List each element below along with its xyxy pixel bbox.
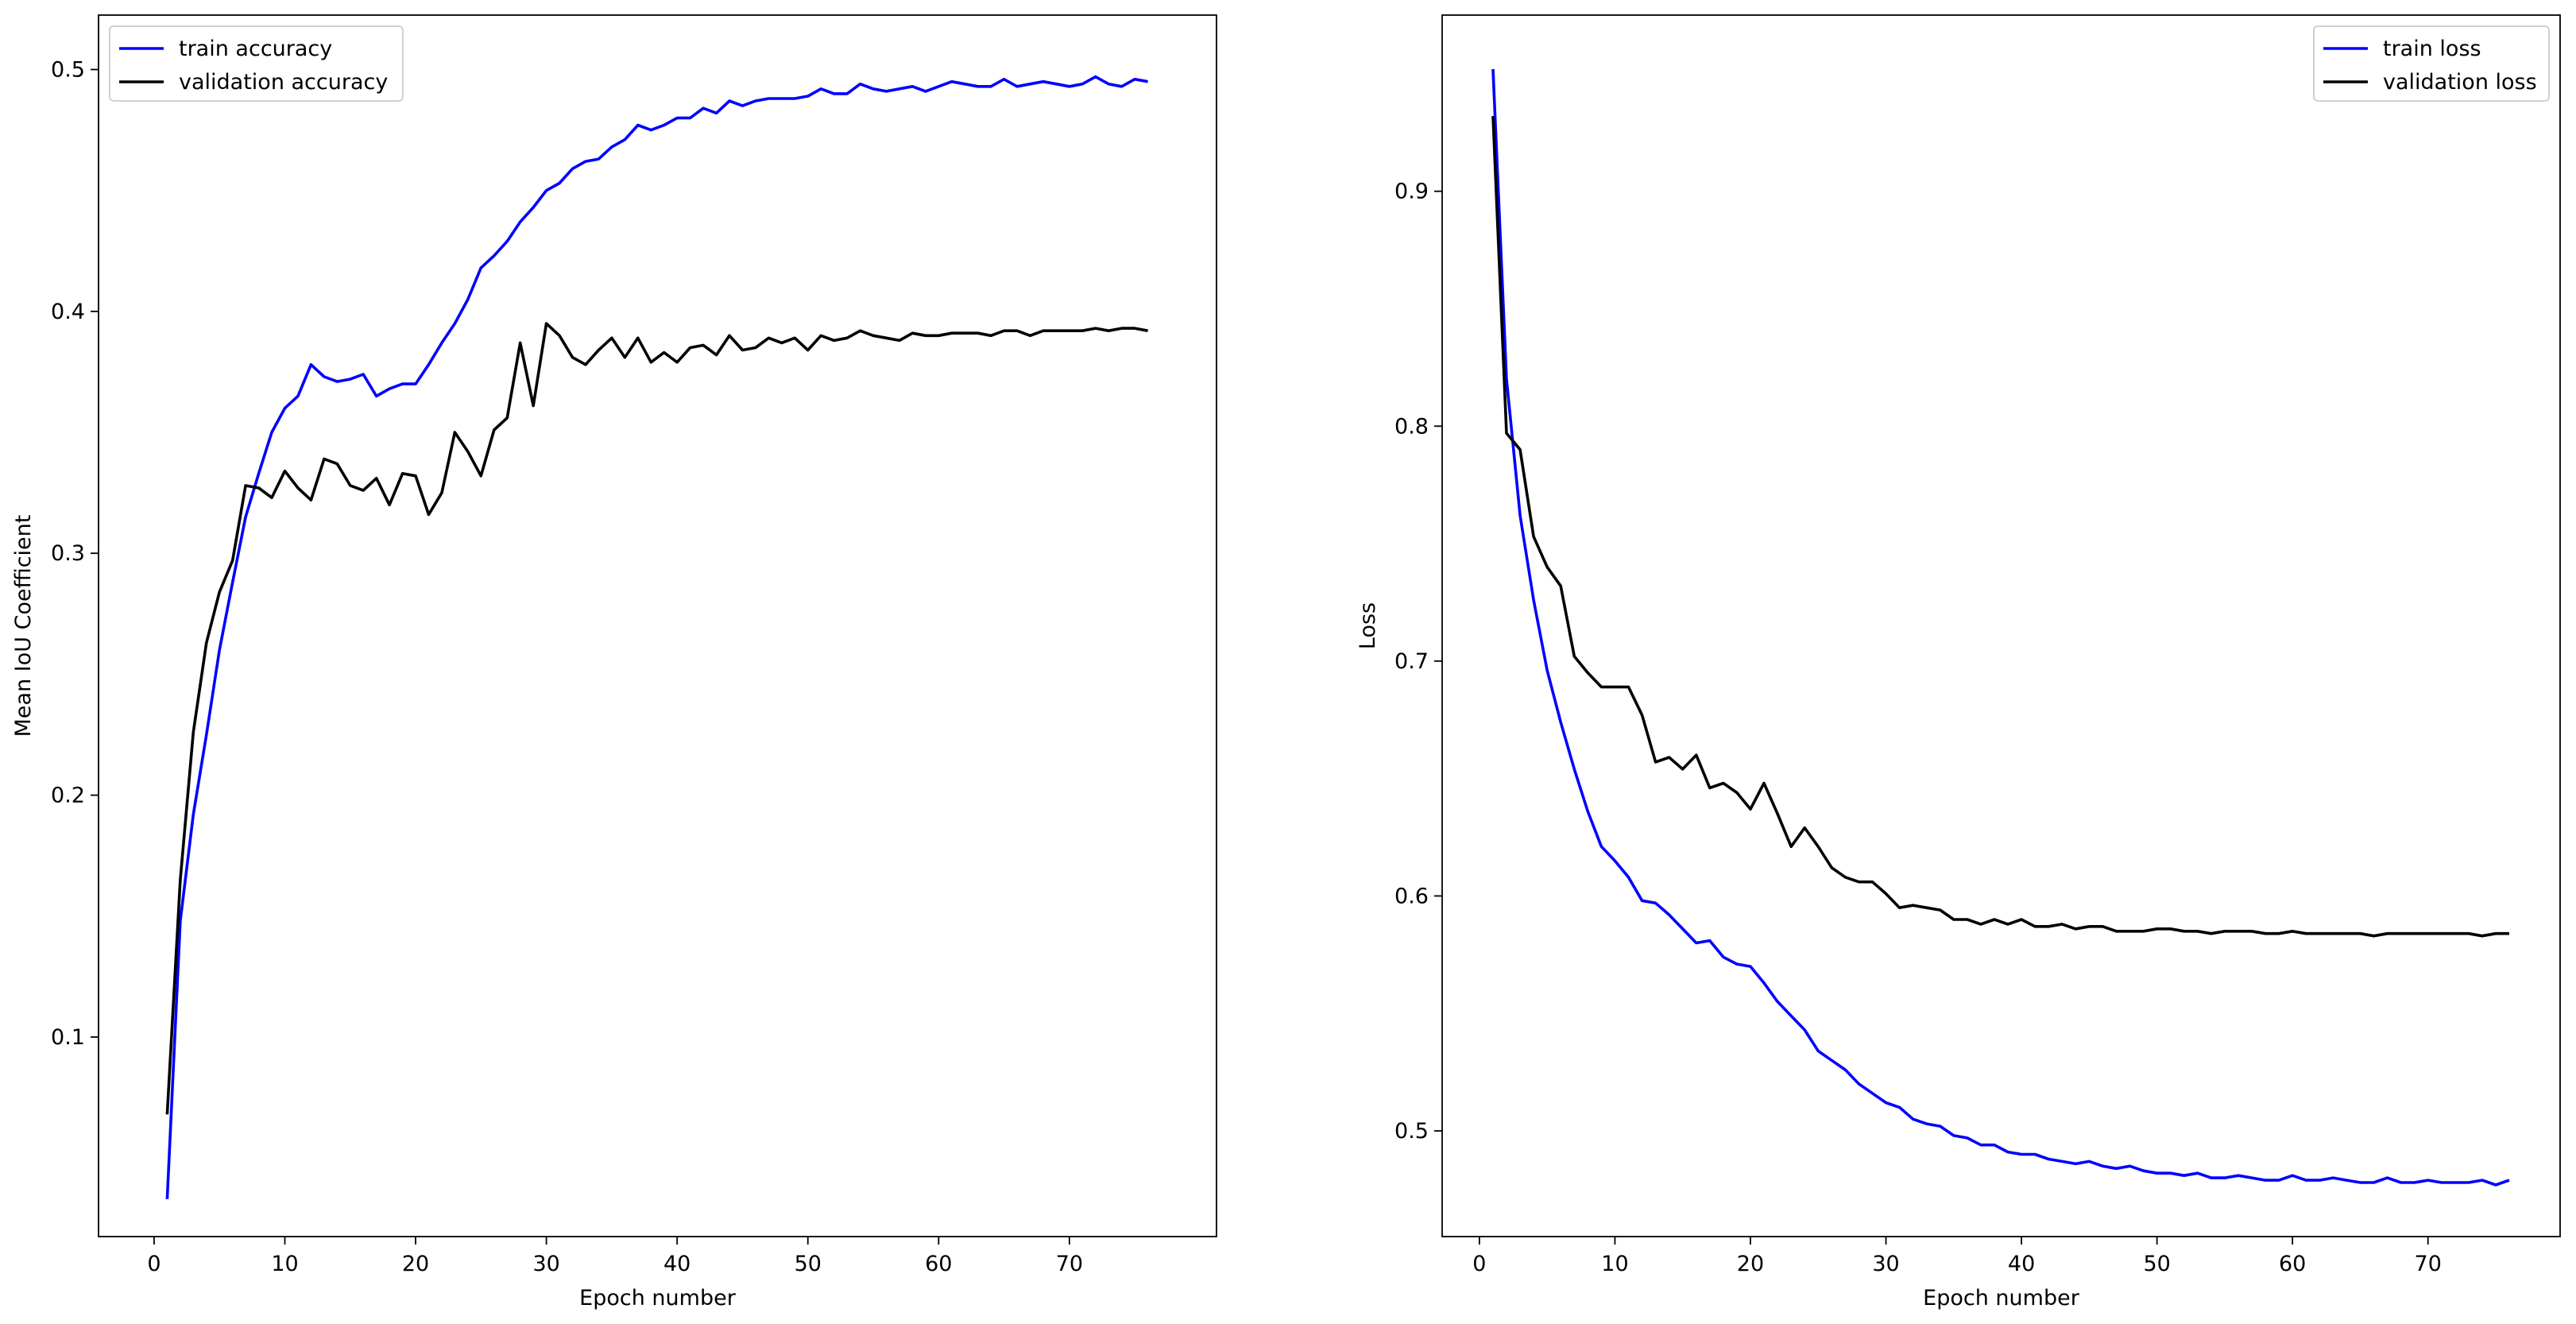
series-line-train-accuracy [165,75,1148,1199]
series-line-validation-loss [1491,116,2509,938]
legend-label: validation loss [2383,70,2537,95]
legend: train loss validation loss [2313,25,2550,102]
y-tick-label: 0.5 [1394,1119,1429,1144]
x-tick-label: 70 [1056,1252,1083,1276]
x-tick-label: 60 [2279,1252,2306,1276]
x-tick-label: 0 [147,1252,161,1276]
x-axis-label: Epoch number [579,1286,737,1310]
plot-frame [1441,14,2561,1237]
y-axis-label: Mean IoU Coefficient [11,515,36,737]
y-tick-label: 0.8 [1394,414,1429,439]
y-axis-label: Loss [1356,602,1380,649]
y-tick-label: 0.2 [51,784,85,808]
y-tick-label: 0.1 [51,1025,85,1050]
legend-box [2313,25,2550,102]
series-line-validation-accuracy [165,322,1148,1115]
series-line-train-loss [1491,68,2510,1187]
x-tick-label: 60 [925,1252,952,1276]
x-tick-label: 50 [2143,1252,2170,1276]
accuracy-chart: 0 10 20 30 40 50 60 70 0.1 0.2 0.3 0.4 0.5 Epoch numb… [11,14,1217,1310]
x-axis-label: Epoch number [1923,1286,2080,1310]
x-tick-label: 30 [532,1252,559,1276]
x-tick-label: 50 [795,1252,822,1276]
x-tick-label: 70 [2415,1252,2442,1276]
x-tick-label: 40 [663,1252,690,1276]
y-tick-label: 0.9 [1394,180,1429,204]
y-tick-label: 0.7 [1394,649,1429,674]
x-tick-label: 0 [1472,1252,1486,1276]
y-tick-label: 0.3 [51,541,85,566]
loss-chart: 0 10 20 30 40 50 60 70 0.5 0.6 0.7 0.8 0.9 Epoch numb… [1356,14,2561,1310]
x-tick-label: 10 [271,1252,298,1276]
legend-label: validation accuracy [179,70,388,95]
x-tick-label: 20 [402,1252,429,1276]
x-tick-label: 10 [1601,1252,1628,1276]
x-tick-label: 40 [2008,1252,2035,1276]
legend-box [109,25,404,102]
y-tick-label: 0.4 [51,300,85,324]
legend-label: train accuracy [179,37,332,61]
x-tick-label: 20 [1737,1252,1764,1276]
x-tick-label: 30 [1872,1252,1899,1276]
plot-frame [98,14,1217,1237]
legend-label: train loss [2383,37,2481,61]
legend: train accuracy validation accuracy [109,25,404,102]
y-tick-label: 0.6 [1394,884,1429,908]
y-tick-label: 0.5 [51,57,85,82]
